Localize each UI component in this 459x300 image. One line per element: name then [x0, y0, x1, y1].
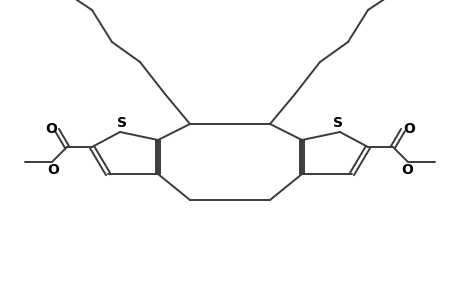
Text: O: O: [402, 122, 414, 136]
Text: O: O: [47, 163, 59, 177]
Text: S: S: [332, 116, 342, 130]
Text: S: S: [117, 116, 127, 130]
Text: O: O: [45, 122, 57, 136]
Text: O: O: [400, 163, 412, 177]
